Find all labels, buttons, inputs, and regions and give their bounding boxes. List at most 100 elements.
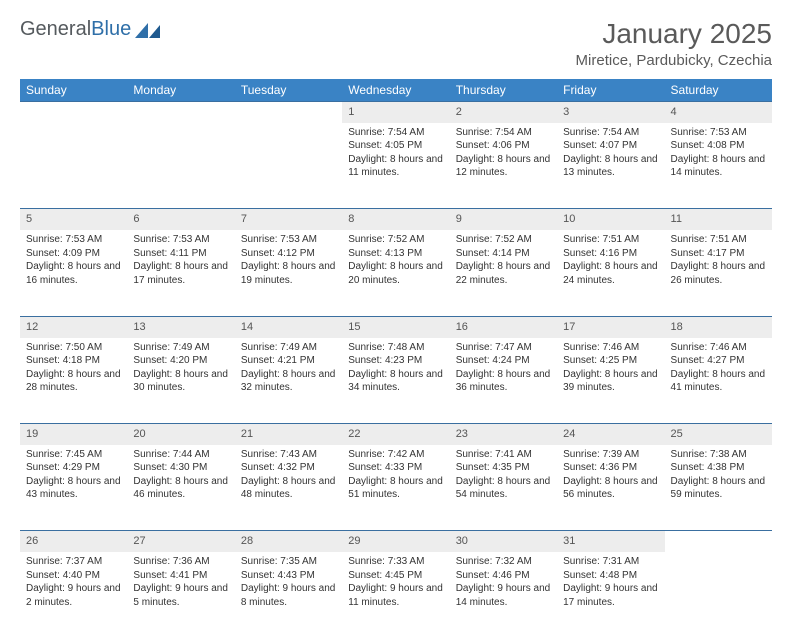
- day-number: 7: [235, 209, 342, 230]
- daylight-line: Daylight: 8 hours and 56 minutes.: [563, 475, 658, 502]
- sunrise-line: Sunrise: 7:33 AM: [348, 555, 443, 569]
- daylight-line: Daylight: 8 hours and 43 minutes.: [26, 475, 121, 502]
- sunset-line: Sunset: 4:25 PM: [563, 354, 658, 368]
- day-details: Sunrise: 7:46 AMSunset: 4:25 PMDaylight:…: [557, 338, 664, 424]
- weekday-header: Saturday: [665, 79, 772, 102]
- daylight-line: Daylight: 8 hours and 36 minutes.: [456, 368, 551, 395]
- day-number: 29: [342, 531, 449, 552]
- sunset-line: Sunset: 4:06 PM: [456, 139, 551, 153]
- day-details: Sunrise: 7:43 AMSunset: 4:32 PMDaylight:…: [235, 445, 342, 531]
- empty-cell: [20, 123, 127, 209]
- day-details: Sunrise: 7:45 AMSunset: 4:29 PMDaylight:…: [20, 445, 127, 531]
- empty-cell: [665, 552, 772, 638]
- weekday-header: Monday: [127, 79, 234, 102]
- weekday-header: Thursday: [450, 79, 557, 102]
- day-number: 20: [127, 424, 234, 445]
- daylight-line: Daylight: 8 hours and 32 minutes.: [241, 368, 336, 395]
- day-details: Sunrise: 7:41 AMSunset: 4:35 PMDaylight:…: [450, 445, 557, 531]
- day-number: 8: [342, 209, 449, 230]
- day-details: Sunrise: 7:53 AMSunset: 4:09 PMDaylight:…: [20, 230, 127, 316]
- day-number: 18: [665, 316, 772, 337]
- logo-word-1: General: [20, 18, 91, 40]
- weekday-header: Friday: [557, 79, 664, 102]
- day-number: 30: [450, 531, 557, 552]
- empty-cell: [665, 531, 772, 552]
- day-number: 21: [235, 424, 342, 445]
- sunset-line: Sunset: 4:35 PM: [456, 461, 551, 475]
- sunrise-line: Sunrise: 7:36 AM: [133, 555, 228, 569]
- daylight-line: Daylight: 9 hours and 11 minutes.: [348, 582, 443, 609]
- weekday-header: Wednesday: [342, 79, 449, 102]
- sunrise-line: Sunrise: 7:53 AM: [241, 233, 336, 247]
- day-number: 25: [665, 424, 772, 445]
- daylight-line: Daylight: 8 hours and 48 minutes.: [241, 475, 336, 502]
- day-details: Sunrise: 7:51 AMSunset: 4:16 PMDaylight:…: [557, 230, 664, 316]
- calendar-table: SundayMondayTuesdayWednesdayThursdayFrid…: [20, 79, 772, 638]
- day-details: Sunrise: 7:36 AMSunset: 4:41 PMDaylight:…: [127, 552, 234, 638]
- daylight-line: Daylight: 9 hours and 2 minutes.: [26, 582, 121, 609]
- sunset-line: Sunset: 4:33 PM: [348, 461, 443, 475]
- day-details: Sunrise: 7:33 AMSunset: 4:45 PMDaylight:…: [342, 552, 449, 638]
- day-details: Sunrise: 7:52 AMSunset: 4:14 PMDaylight:…: [450, 230, 557, 316]
- day-detail-row: Sunrise: 7:54 AMSunset: 4:05 PMDaylight:…: [20, 123, 772, 209]
- logo-sail-icon: [135, 21, 161, 39]
- sunrise-line: Sunrise: 7:38 AM: [671, 448, 766, 462]
- daylight-line: Daylight: 8 hours and 30 minutes.: [133, 368, 228, 395]
- sunrise-line: Sunrise: 7:45 AM: [26, 448, 121, 462]
- day-details: Sunrise: 7:46 AMSunset: 4:27 PMDaylight:…: [665, 338, 772, 424]
- sunset-line: Sunset: 4:16 PM: [563, 247, 658, 261]
- sunset-line: Sunset: 4:46 PM: [456, 569, 551, 583]
- daylight-line: Daylight: 8 hours and 14 minutes.: [671, 153, 766, 180]
- sunrise-line: Sunrise: 7:53 AM: [26, 233, 121, 247]
- sunrise-line: Sunrise: 7:52 AM: [348, 233, 443, 247]
- day-number: 15: [342, 316, 449, 337]
- day-details: Sunrise: 7:32 AMSunset: 4:46 PMDaylight:…: [450, 552, 557, 638]
- empty-cell: [127, 123, 234, 209]
- empty-cell: [235, 102, 342, 123]
- daylight-line: Daylight: 8 hours and 16 minutes.: [26, 260, 121, 287]
- sunrise-line: Sunrise: 7:44 AM: [133, 448, 228, 462]
- day-number: 27: [127, 531, 234, 552]
- daylight-line: Daylight: 8 hours and 12 minutes.: [456, 153, 551, 180]
- weekday-header: Tuesday: [235, 79, 342, 102]
- day-number: 16: [450, 316, 557, 337]
- sunrise-line: Sunrise: 7:53 AM: [671, 126, 766, 140]
- sunset-line: Sunset: 4:12 PM: [241, 247, 336, 261]
- daylight-line: Daylight: 8 hours and 34 minutes.: [348, 368, 443, 395]
- sunset-line: Sunset: 4:13 PM: [348, 247, 443, 261]
- day-details: Sunrise: 7:52 AMSunset: 4:13 PMDaylight:…: [342, 230, 449, 316]
- sunset-line: Sunset: 4:45 PM: [348, 569, 443, 583]
- weekday-header: Sunday: [20, 79, 127, 102]
- sunrise-line: Sunrise: 7:54 AM: [456, 126, 551, 140]
- day-details: Sunrise: 7:37 AMSunset: 4:40 PMDaylight:…: [20, 552, 127, 638]
- sunrise-line: Sunrise: 7:47 AM: [456, 341, 551, 355]
- sunset-line: Sunset: 4:09 PM: [26, 247, 121, 261]
- daylight-line: Daylight: 8 hours and 28 minutes.: [26, 368, 121, 395]
- daylight-line: Daylight: 8 hours and 13 minutes.: [563, 153, 658, 180]
- daylight-line: Daylight: 8 hours and 51 minutes.: [348, 475, 443, 502]
- sunset-line: Sunset: 4:24 PM: [456, 354, 551, 368]
- sunrise-line: Sunrise: 7:50 AM: [26, 341, 121, 355]
- day-number-row: 262728293031: [20, 531, 772, 552]
- day-details: Sunrise: 7:42 AMSunset: 4:33 PMDaylight:…: [342, 445, 449, 531]
- day-number-row: 1234: [20, 102, 772, 123]
- day-number-row: 12131415161718: [20, 316, 772, 337]
- day-number-row: 567891011: [20, 209, 772, 230]
- sunrise-line: Sunrise: 7:35 AM: [241, 555, 336, 569]
- sunset-line: Sunset: 4:38 PM: [671, 461, 766, 475]
- daylight-line: Daylight: 8 hours and 59 minutes.: [671, 475, 766, 502]
- daylight-line: Daylight: 8 hours and 46 minutes.: [133, 475, 228, 502]
- sunrise-line: Sunrise: 7:32 AM: [456, 555, 551, 569]
- sunset-line: Sunset: 4:40 PM: [26, 569, 121, 583]
- day-number: 24: [557, 424, 664, 445]
- day-detail-row: Sunrise: 7:37 AMSunset: 4:40 PMDaylight:…: [20, 552, 772, 638]
- day-details: Sunrise: 7:53 AMSunset: 4:11 PMDaylight:…: [127, 230, 234, 316]
- location: Miretice, Pardubicky, Czechia: [576, 52, 772, 69]
- day-details: Sunrise: 7:48 AMSunset: 4:23 PMDaylight:…: [342, 338, 449, 424]
- empty-cell: [235, 123, 342, 209]
- sunset-line: Sunset: 4:29 PM: [26, 461, 121, 475]
- day-details: Sunrise: 7:44 AMSunset: 4:30 PMDaylight:…: [127, 445, 234, 531]
- daylight-line: Daylight: 8 hours and 11 minutes.: [348, 153, 443, 180]
- daylight-line: Daylight: 9 hours and 17 minutes.: [563, 582, 658, 609]
- day-number: 23: [450, 424, 557, 445]
